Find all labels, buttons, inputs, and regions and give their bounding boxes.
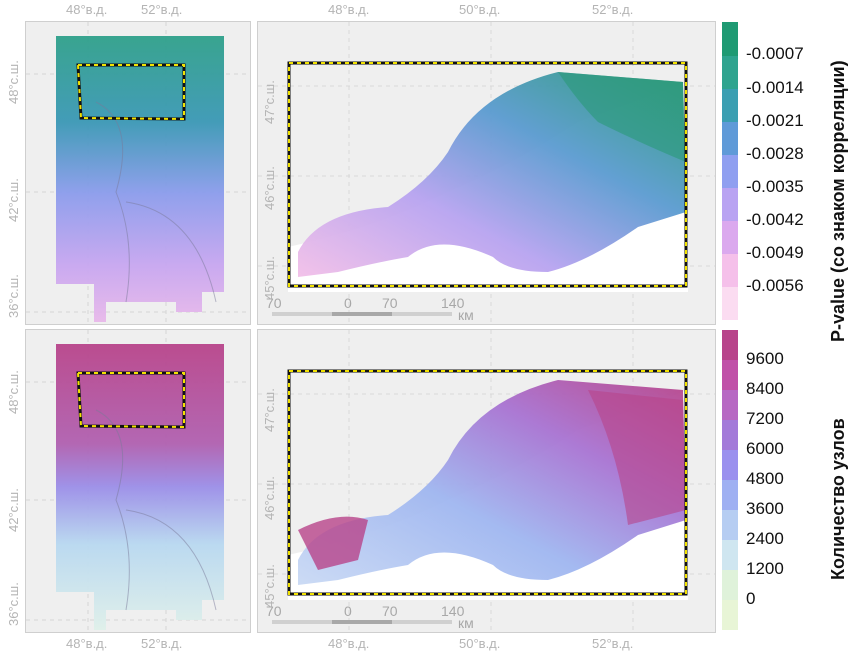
top-overview-map: 48°в.д. [25, 21, 251, 325]
bottom-legend-swatch-0 [722, 330, 738, 360]
bottom-detail-svg: 70 0 70 140 км [258, 330, 715, 632]
bottom-detail-y-tick-46: 46°с.ш. [262, 476, 277, 520]
bottom-overview-y-tick-36: 36°с.ш. [6, 582, 21, 626]
bottom-detail-y-tick-47: 47°с.ш. [262, 388, 277, 432]
bottom-legend-swatch-3 [722, 420, 738, 450]
top-overview-x-tick-52: 52°в.д. [141, 2, 183, 17]
bottom-overview-svg [26, 330, 250, 632]
bottom-overview-map [25, 329, 251, 633]
top-overview-svg [26, 22, 250, 324]
bottom-legend-swatch-2 [722, 390, 738, 420]
top-detail-svg: 70 0 70 140 км [258, 22, 715, 324]
top-detail-y-tick-45: 45°с.ш. [262, 256, 277, 300]
bottom-scale-bar: 70 0 70 140 км [266, 603, 474, 631]
top-legend-tick-3: -0.0028 [746, 144, 804, 163]
bottom-legend-tick-0: 9600 [746, 349, 784, 368]
bottom-scale-label-3: 140 [441, 603, 465, 619]
bottom-legend-swatch-5 [722, 480, 738, 510]
bottom-legend-swatch-9 [722, 600, 738, 630]
bottom-detail-map: 70 0 70 140 км [257, 329, 716, 633]
bottom-legend-tick-8: 0 [746, 589, 756, 608]
top-legend-title: P-value (со знаком корреляции) [828, 60, 848, 342]
bottom-scale-label-1: 0 [344, 603, 352, 619]
top-overview-y-tick-48: 48°с.ш. [6, 60, 21, 104]
top-legend-swatch-5 [722, 188, 738, 221]
bottom-legend-swatch-1 [722, 360, 738, 390]
top-detail-x-tick-48: 48°в.д. [328, 2, 370, 17]
bottom-detail-y-tick-45: 45°с.ш. [262, 564, 277, 608]
bottom-overview-y-tick-48: 48°с.ш. [6, 370, 21, 414]
top-legend-swatch-8 [722, 287, 738, 320]
top-legend-swatch-7 [722, 254, 738, 287]
bottom-overview-x-tick-48: 48°в.д. [66, 636, 108, 651]
top-legend-tick-6: -0.0049 [746, 243, 804, 262]
bottom-scale-label-km: км [458, 615, 474, 631]
top-overview-x-tick-48: 48°в.д. [66, 2, 108, 17]
bottom-scale-label-0: 70 [266, 603, 282, 619]
top-detail-x-tick-50: 50°в.д. [459, 2, 501, 17]
top-overview-y-tick-36: 36°с.ш. [6, 274, 21, 318]
top-legend-swatch-1 [722, 56, 738, 89]
bottom-legend: 9600 8400 7200 6000 4800 3600 2400 1200 … [722, 330, 854, 630]
top-detail-y-tick-46: 46°с.ш. [262, 166, 277, 210]
top-legend-swatch-6 [722, 221, 738, 254]
bottom-scale-label-2: 70 [382, 603, 398, 619]
top-legend-tick-5: -0.0042 [746, 210, 804, 229]
top-detail-y-tick-47: 47°с.ш. [262, 80, 277, 124]
bottom-legend-tick-6: 2400 [746, 529, 784, 548]
bottom-overview-y-tick-42: 42°с.ш. [6, 488, 21, 532]
top-legend-swatch-4 [722, 155, 738, 188]
top-legend-swatch-2 [722, 89, 738, 122]
top-scale-label-1: 0 [344, 295, 352, 311]
bottom-legend-tick-4: 4800 [746, 469, 784, 488]
bottom-overview-x-tick-52: 52°в.д. [141, 636, 183, 651]
bottom-legend-swatch-6 [722, 510, 738, 540]
top-legend-swatch-0 [722, 22, 738, 56]
bottom-legend-tick-5: 3600 [746, 499, 784, 518]
bottom-legend-title: Количество узлов [828, 418, 848, 580]
top-legend-tick-2: -0.0021 [746, 111, 804, 130]
bottom-legend-tick-7: 1200 [746, 559, 784, 578]
bottom-detail-x-tick-48: 48°в.д. [328, 636, 370, 651]
top-scale-label-km: км [458, 307, 474, 323]
bottom-legend-swatch-8 [722, 570, 738, 600]
top-scale-bar: 70 0 70 140 км [266, 295, 474, 323]
top-legend-tick-0: -0.0007 [746, 44, 804, 63]
top-legend-tick-1: -0.0014 [746, 78, 804, 97]
top-detail-x-tick-52: 52°в.д. [592, 2, 634, 17]
bottom-legend-tick-2: 7200 [746, 409, 784, 428]
bottom-legend-tick-1: 8400 [746, 379, 784, 398]
bottom-legend-swatch-7 [722, 540, 738, 570]
top-legend: -0.0007 -0.0014 -0.0021 -0.0028 -0.0035 … [722, 22, 854, 342]
top-detail-map: 70 0 70 140 км [257, 21, 716, 325]
top-scale-label-2: 70 [382, 295, 398, 311]
bottom-legend-swatch-4 [722, 450, 738, 480]
bottom-detail-x-tick-50: 50°в.д. [459, 636, 501, 651]
top-scale-label-0: 70 [266, 295, 282, 311]
bottom-detail-x-tick-52: 52°в.д. [592, 636, 634, 651]
top-scale-label-3: 140 [441, 295, 465, 311]
top-legend-tick-7: -0.0056 [746, 276, 804, 295]
top-legend-swatch-3 [722, 122, 738, 155]
top-overview-y-tick-42: 42°с.ш. [6, 178, 21, 222]
bottom-legend-tick-3: 6000 [746, 439, 784, 458]
top-legend-tick-4: -0.0035 [746, 177, 804, 196]
